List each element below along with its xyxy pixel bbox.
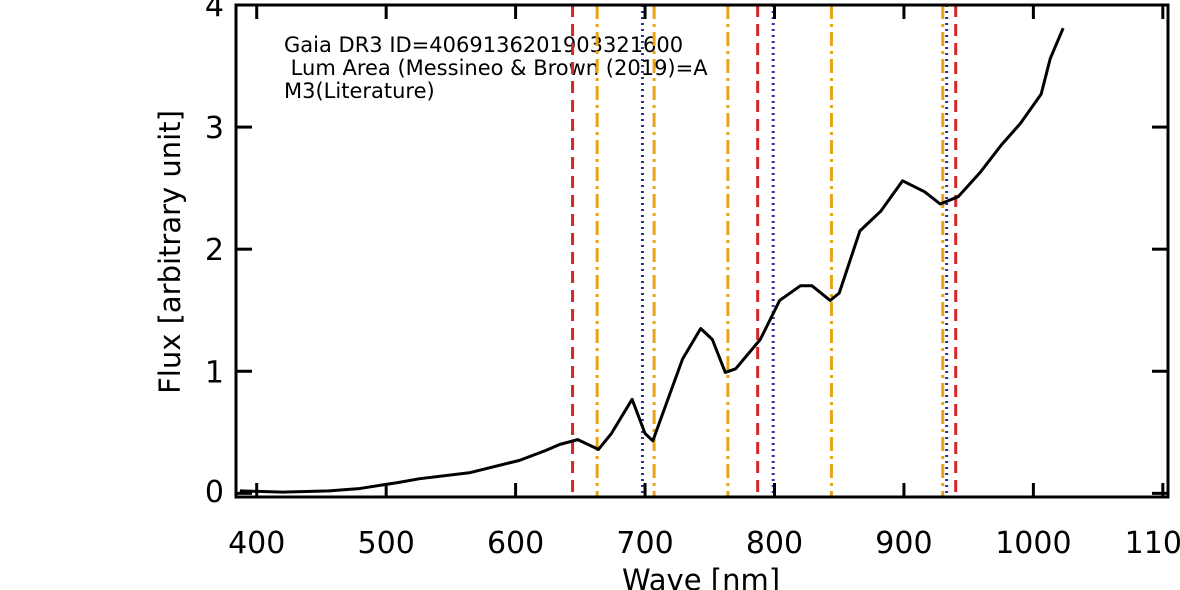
x-tick-label: 1000: [995, 526, 1071, 561]
x-tick-label: 400: [228, 526, 285, 561]
spectrum-line: [239, 27, 1065, 494]
y-tick-label: 3: [205, 111, 224, 146]
x-tick-label: 800: [746, 526, 803, 561]
plot-frame: [234, 3, 1170, 499]
y-tick-label: 2: [205, 233, 224, 268]
x-tick-label: 500: [358, 526, 415, 561]
y-tick-label: 4: [205, 0, 224, 24]
x-tick-label: 600: [487, 526, 544, 561]
annotation: Gaia DR3 ID=4069136201903321600: [284, 33, 683, 57]
annotation: M3(Literature): [284, 79, 435, 103]
y-axis-label: Flux [arbitrary unit]: [153, 110, 187, 394]
x-tick-label: 700: [616, 526, 673, 561]
y-tick-label: 0: [205, 475, 224, 510]
x-tick-label: 900: [875, 526, 932, 561]
annotation: Lum Area (Messineo & Brown (2019)=A: [284, 56, 708, 80]
y-tick-label: 1: [205, 355, 224, 390]
x-axis-label: Wave [nm]: [622, 563, 780, 590]
